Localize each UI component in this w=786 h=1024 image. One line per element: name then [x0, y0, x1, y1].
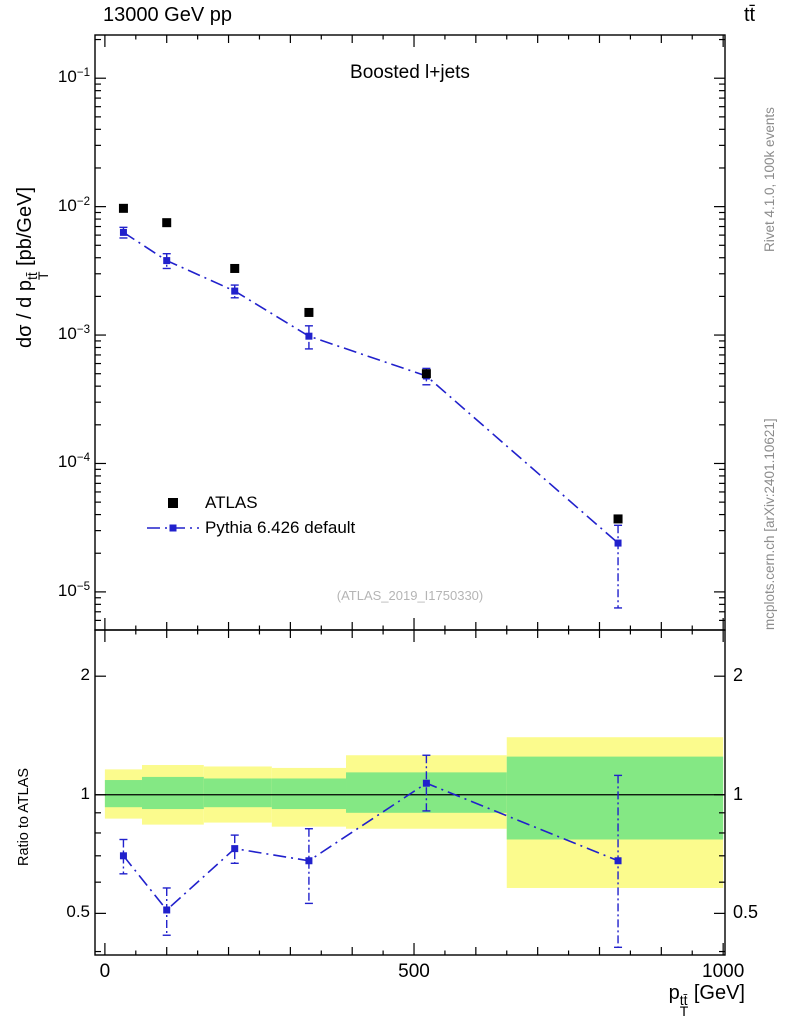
- main-y-tick-label: 10−5: [57, 580, 90, 600]
- beam-energy-title: 13000 GeV pp: [103, 4, 232, 26]
- pythia-ratio-marker: [231, 845, 239, 853]
- atlas-main-marker: [421, 369, 431, 379]
- pythia-ratio-marker: [305, 857, 313, 865]
- rivet-version-text: Rivet 4.1.0, 100k events: [762, 107, 777, 252]
- ratio-green-band: [104, 780, 142, 808]
- ratio-y-tick-label-right: 0.5: [733, 902, 759, 923]
- ratio-y-tick-label-right: 1: [733, 783, 744, 804]
- x-axis-label-sup: tt̄: [679, 992, 688, 1009]
- pythia-ratio-marker: [163, 906, 171, 914]
- atlas-main-marker: [118, 203, 128, 213]
- ratio-green-band: [271, 778, 347, 810]
- x-axis-label: p tt̄ T [GeV]: [605, 982, 745, 1020]
- main-y-axis-label-prefix: dσ / d p: [14, 280, 36, 348]
- pythia-main-marker: [614, 539, 622, 547]
- x-tick-label: 0: [99, 961, 111, 982]
- main-y-tick-label: 10−2: [57, 195, 90, 215]
- main-y-axis-label-scripts: tt̄ T: [24, 271, 52, 281]
- analysis-title: Boosted l+jets: [350, 62, 470, 83]
- ratio-y-tick-label-left: 2: [80, 665, 90, 685]
- legend-label-pythia: Pythia 6.426 default: [205, 518, 356, 537]
- ratio-panel-frame: [94, 629, 726, 956]
- atlas-main-marker: [230, 263, 240, 273]
- atlas-main-marker: [613, 514, 623, 524]
- legend-label-atlas: ATLAS: [205, 493, 258, 512]
- x-tick-label: 1000: [702, 961, 745, 982]
- x-axis-label-prefix: p: [668, 982, 680, 1004]
- pythia-ratio-marker: [422, 779, 430, 787]
- ratio-y-axis-label: Ratio to ATLAS: [16, 767, 32, 866]
- main-y-axis-label-suffix: [pb/GeV]: [14, 186, 36, 272]
- mcplots-reference-text: mcplots.cern.ch [arXiv:2401.10621]: [762, 418, 777, 630]
- pythia-main-marker: [163, 257, 171, 265]
- pythia-main-line: [123, 231, 619, 544]
- legend-atlas-marker: [168, 498, 178, 508]
- pythia-main-marker: [231, 287, 239, 295]
- ratio-y-tick-label-right: 2: [733, 665, 744, 686]
- pythia-main-marker: [119, 228, 127, 236]
- x-axis-label-scripts: tt̄ T: [679, 992, 689, 1020]
- main-y-tick-label: 10−4: [57, 452, 90, 472]
- main-y-axis-label-sub: T: [35, 271, 52, 281]
- pythia-ratio-line: [122, 782, 619, 912]
- main-panel-frame: [94, 34, 726, 631]
- ratio-green-band: [203, 778, 272, 808]
- ratio-green-band: [141, 776, 204, 810]
- atlas-main-marker: [162, 218, 172, 228]
- process-title: tt̄: [744, 4, 756, 26]
- analysis-id-watermark: (ATLAS_2019_I1750330): [336, 588, 484, 603]
- ratio-y-tick-label-left: 1: [80, 783, 90, 803]
- x-tick-label: 500: [398, 961, 430, 982]
- ratio-y-tick-label-left: 0.5: [66, 902, 90, 922]
- x-axis-label-suffix: [GeV]: [688, 982, 745, 1004]
- legend-pythia-marker: [169, 524, 177, 532]
- pythia-ratio-marker: [119, 852, 127, 860]
- ratio-green-band: [506, 756, 724, 840]
- main-y-tick-label: 10−3: [57, 324, 90, 344]
- x-axis-label-sub: T: [679, 1003, 689, 1020]
- atlas-main-marker: [304, 307, 314, 317]
- pythia-main-marker: [305, 332, 313, 340]
- main-y-tick-label: 10−1: [57, 67, 90, 87]
- pythia-ratio-marker: [614, 857, 622, 865]
